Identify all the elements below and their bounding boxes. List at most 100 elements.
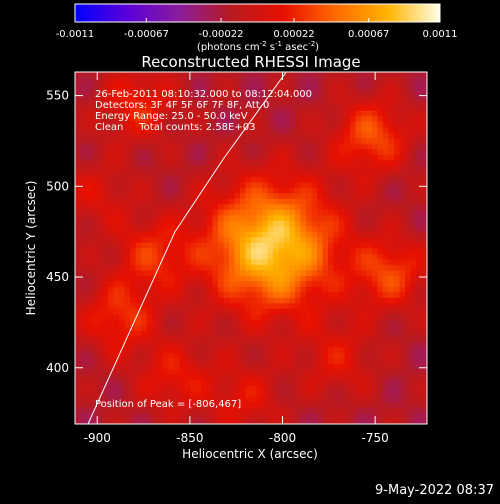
heatmap-cell [322,187,329,194]
heatmap-cell [267,275,274,282]
heatmap-cell [322,127,329,133]
heatmap-cell [300,121,307,128]
heatmap-cell [300,292,307,298]
heatmap-cell [377,88,384,95]
heatmap-cell [245,297,252,304]
heatmap-cell [289,231,296,238]
heatmap-cell [163,270,169,276]
heatmap-cell [234,286,241,293]
heatmap-cell [317,171,323,177]
heatmap-cell [394,132,400,139]
heatmap-cell [416,127,422,133]
heatmap-cell [273,248,279,254]
heatmap-cell [174,264,180,271]
heatmap-cell [317,231,323,238]
heatmap-cell [240,77,246,84]
heatmap-cell [234,116,241,122]
heatmap-cell [267,369,274,375]
heatmap-cell [355,374,362,381]
heatmap-cell [399,369,406,375]
heatmap-cell [212,341,219,348]
heatmap-cell [405,110,411,117]
heatmap-cell [185,253,191,260]
heatmap-cell [108,132,114,139]
heatmap-cell [157,286,164,293]
heatmap-cell [405,127,411,133]
heatmap-cell [174,110,180,117]
heatmap-cell [185,270,191,276]
heatmap-cell [113,253,120,260]
heatmap-cell [152,275,158,282]
heatmap-cell [394,121,400,128]
heatmap-cell [97,418,103,424]
heatmap-cell [174,281,180,287]
heatmap-cell [146,220,153,227]
heatmap-cell [273,297,279,304]
heatmap-cell [256,121,263,128]
heatmap-cell [278,160,285,166]
heatmap-cell [295,77,301,84]
heatmap-cell [300,116,307,122]
heatmap-cell [295,160,301,166]
heatmap-cell [306,132,312,139]
heatmap-cell [229,215,235,221]
heatmap-cell [333,121,340,128]
heatmap-cell [328,220,334,227]
heatmap-cell [399,149,406,155]
heatmap-cell [295,121,301,128]
heatmap-cell [333,407,340,414]
heatmap-cell [344,363,351,370]
heatmap-cell [91,193,98,199]
heatmap-cell [201,303,208,309]
heatmap-cell [108,204,114,210]
heatmap-cell [267,303,274,309]
heatmap-cell [190,132,197,139]
heatmap-cell [251,281,257,287]
heatmap-cell [218,193,224,199]
heatmap-cell [229,171,235,177]
heatmap-cell [251,127,257,133]
heatmap-cell [130,154,136,161]
heatmap-cell [240,292,246,298]
heatmap-cell [355,231,362,238]
heatmap-cell [344,330,351,337]
heatmap-cell [146,88,153,95]
heatmap-cell [377,341,384,348]
heatmap-cell [317,154,323,161]
heatmap-cell [251,347,257,353]
heatmap-cell [311,193,318,199]
heatmap-cell [168,99,175,106]
heatmap-cell [416,402,422,408]
heatmap-cell [383,193,389,199]
heatmap-cell [251,204,257,210]
heatmap-cell [311,94,318,100]
heatmap-cell [218,330,224,337]
heatmap-cell [295,127,301,133]
heatmap-cell [289,308,296,315]
heatmap-cell [190,281,197,287]
heatmap-cell [372,160,378,166]
heatmap-cell [394,226,400,232]
heatmap-cell [339,418,345,424]
heatmap-cell [97,83,103,89]
heatmap-cell [163,88,169,95]
heatmap-cell [383,341,389,348]
heatmap-cell [410,237,417,243]
heatmap-cell [245,182,252,188]
heatmap-cell [394,391,400,397]
heatmap-cell [185,193,191,199]
heatmap-cell [157,418,164,424]
heatmap-cell [399,77,406,84]
heatmap-cell [366,88,373,95]
heatmap-cell [383,248,389,254]
heatmap-cell [185,363,191,370]
heatmap-cell [157,77,164,84]
heatmap-cell [207,182,213,188]
heatmap-cell [130,143,136,150]
heatmap-cell [80,319,87,326]
heatmap-cell [394,149,400,155]
heatmap-cell [146,231,153,238]
heatmap-cell [344,154,351,161]
heatmap-cell [152,396,158,403]
heatmap-cell [196,380,202,386]
